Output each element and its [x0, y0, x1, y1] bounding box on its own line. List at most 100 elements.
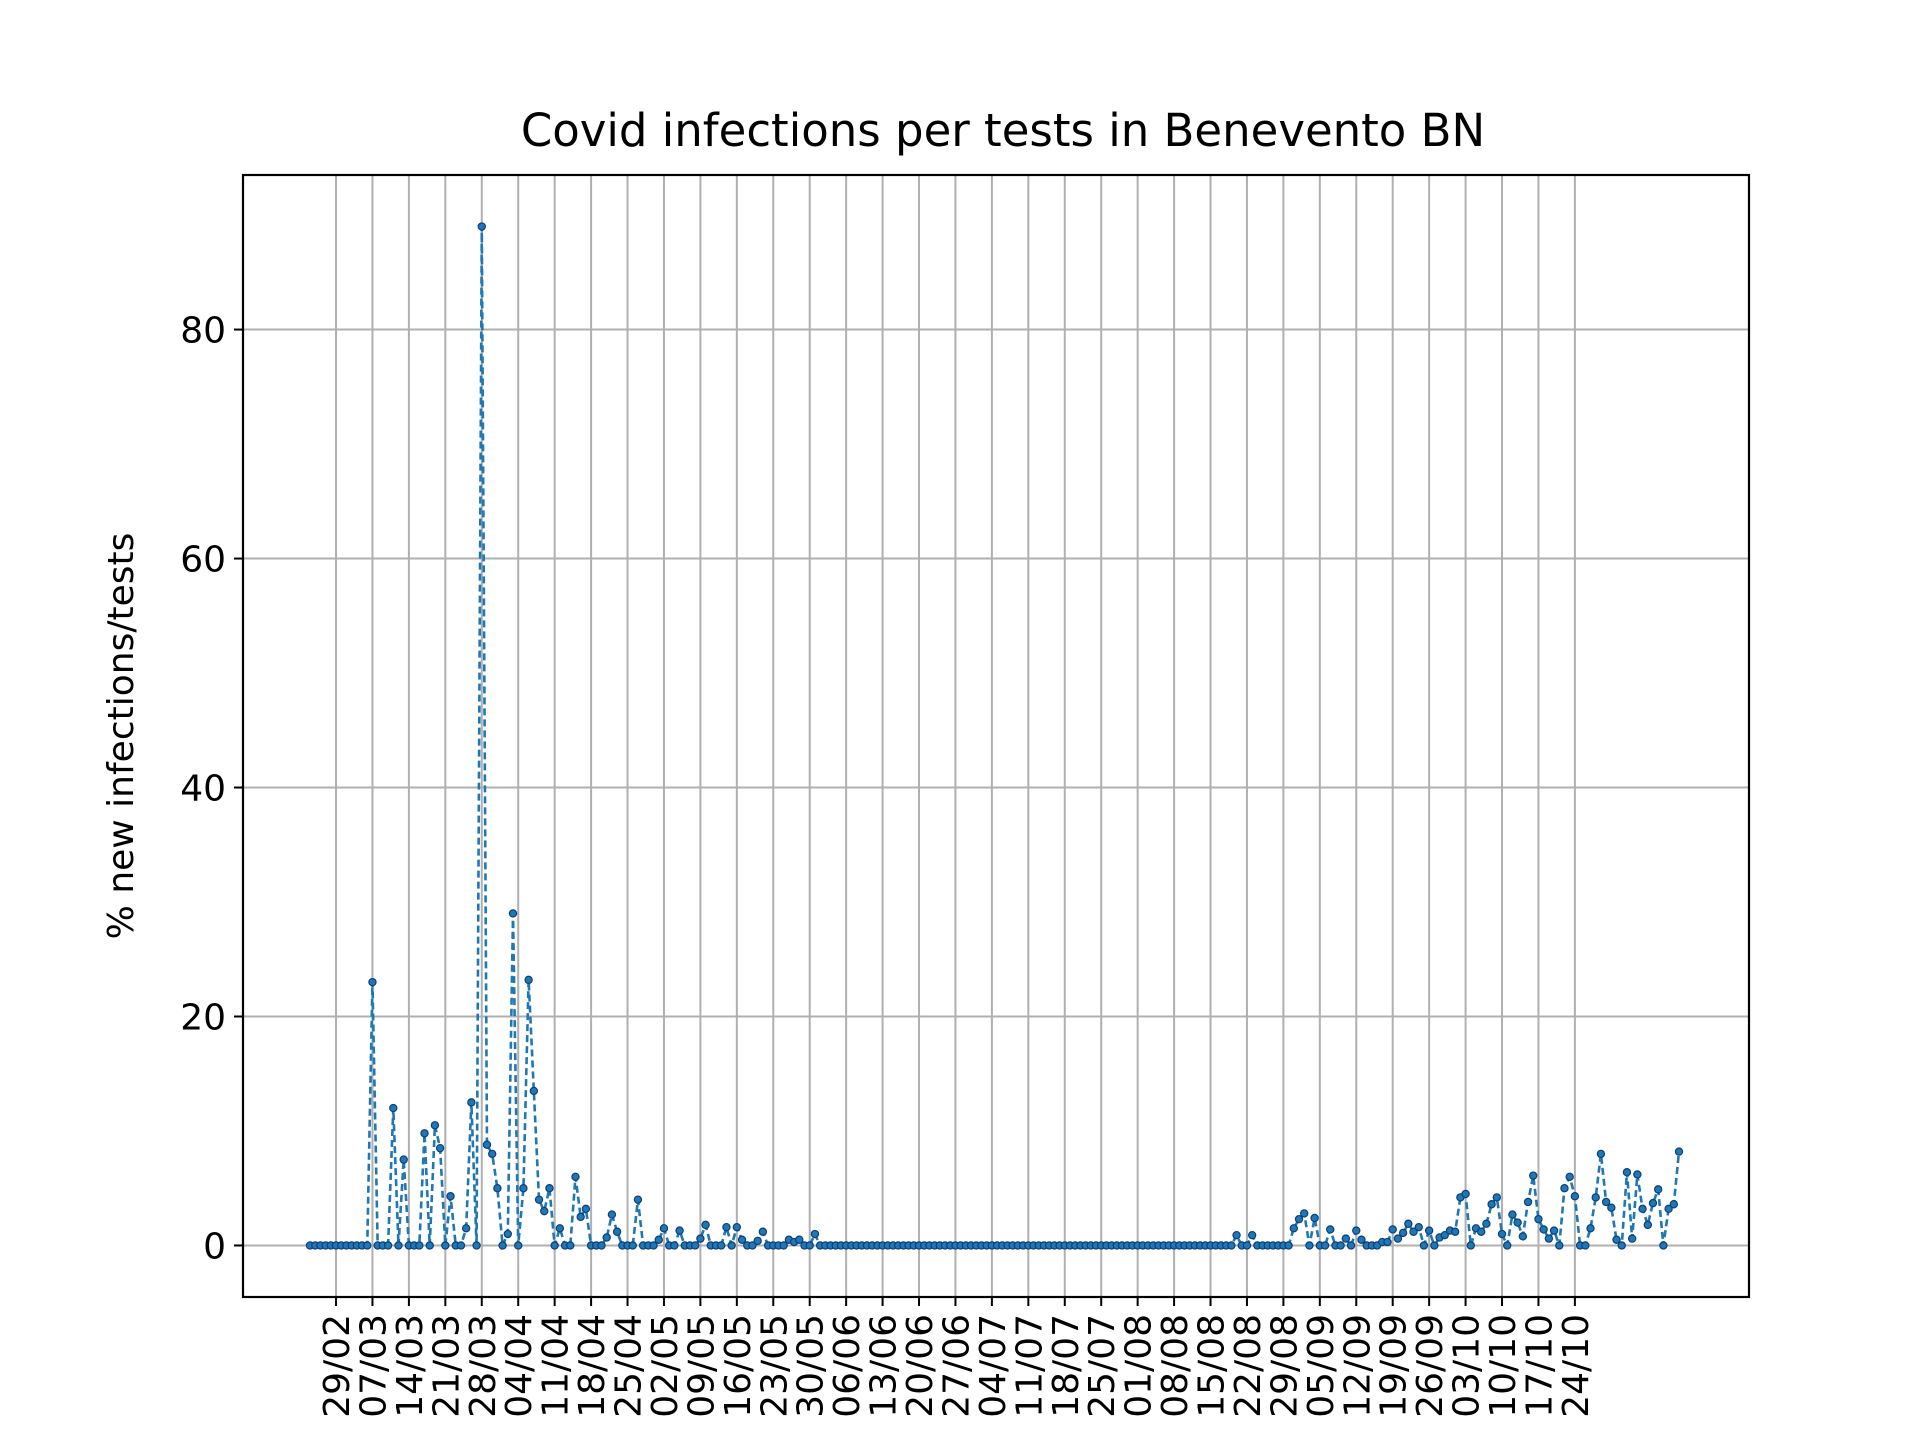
data-point: [1320, 1241, 1330, 1250]
data-point: [1539, 1225, 1548, 1234]
data-point: [425, 1241, 434, 1250]
data-point: [1305, 1241, 1314, 1250]
x-tick-label: 20/06: [900, 1314, 941, 1418]
x-tick-label: 29/02: [317, 1314, 358, 1418]
data-point: [779, 1241, 788, 1250]
data-point: [441, 1241, 450, 1250]
data-point: [1450, 1227, 1460, 1236]
x-tick-label: 23/05: [754, 1314, 795, 1418]
data-point: [1648, 1198, 1658, 1208]
data-point: [675, 1226, 684, 1235]
data-point: [1409, 1227, 1418, 1236]
x-tick-label: 09/05: [681, 1314, 722, 1418]
data-point: [1508, 1210, 1517, 1219]
data-point: [1414, 1222, 1423, 1232]
data-point: [555, 1224, 565, 1233]
data-point: [690, 1241, 700, 1250]
data-point: [659, 1224, 669, 1233]
data-point: [1653, 1185, 1663, 1194]
data-point: [1300, 1209, 1309, 1218]
data-point: [1487, 1200, 1496, 1209]
data-point: [628, 1241, 637, 1250]
data-point: [1581, 1241, 1590, 1250]
data-point: [633, 1195, 643, 1204]
data-point: [1601, 1197, 1611, 1207]
data-point: [467, 1098, 476, 1107]
data-point: [1591, 1193, 1600, 1202]
data-point: [1529, 1171, 1538, 1180]
x-tick-label: 03/10: [1447, 1314, 1488, 1418]
x-tick-label: 04/07: [973, 1314, 1014, 1418]
data-point: [1659, 1241, 1668, 1250]
data-point: [753, 1236, 762, 1246]
x-tick-label: 26/09: [1410, 1314, 1451, 1418]
data-point: [1341, 1234, 1351, 1243]
x-tick-label: 19/09: [1374, 1314, 1415, 1418]
x-tick-label: 06/06: [827, 1314, 868, 1418]
x-tick-label: 28/03: [463, 1314, 504, 1418]
data-point: [1393, 1234, 1403, 1243]
data-point: [1518, 1232, 1528, 1241]
data-point: [415, 1241, 424, 1250]
y-tick-label: 40: [180, 769, 226, 810]
x-tick-label: 11/07: [1009, 1314, 1050, 1418]
data-point: [649, 1241, 658, 1250]
y-axis: 0 20 40 60 80: [180, 311, 243, 1267]
x-tick-label: 04/04: [499, 1314, 540, 1418]
data-point: [461, 1224, 471, 1233]
data-point: [529, 1086, 539, 1096]
data-point: [456, 1241, 466, 1250]
data-point: [1674, 1147, 1684, 1156]
data-point: [1461, 1189, 1470, 1199]
x-tick-label: 25/04: [609, 1314, 650, 1418]
data-point: [1476, 1227, 1486, 1236]
data-point: [1294, 1214, 1304, 1224]
data-point: [545, 1184, 554, 1193]
data-point: [737, 1235, 747, 1244]
x-tick-label: 18/04: [572, 1314, 613, 1418]
data-point: [1617, 1241, 1626, 1250]
data-point: [1497, 1229, 1507, 1239]
data-point: [758, 1227, 768, 1236]
data-point: [1669, 1200, 1678, 1209]
data-point: [810, 1229, 820, 1239]
data-point: [1612, 1235, 1621, 1244]
data-point: [1555, 1241, 1564, 1250]
data-point: [717, 1241, 726, 1250]
x-tick-label: 27/06: [936, 1314, 977, 1418]
data-point: [1596, 1149, 1606, 1159]
data-point: [576, 1212, 585, 1222]
data-point: [1503, 1241, 1512, 1250]
data-point: [1560, 1184, 1569, 1193]
data-point: [1440, 1230, 1449, 1240]
data-point: [1664, 1204, 1673, 1214]
x-tick-label: 05/09: [1301, 1314, 1342, 1418]
data-point: [1419, 1241, 1429, 1250]
y-tick-label: 60: [180, 540, 226, 581]
data-point: [1310, 1213, 1319, 1223]
data-point: [732, 1222, 742, 1232]
x-tick-label: 17/10: [1519, 1314, 1560, 1418]
data-point: [1326, 1225, 1335, 1234]
data-point: [508, 909, 518, 918]
data-point: [1627, 1234, 1637, 1243]
x-tick-label: 24/10: [1556, 1314, 1597, 1418]
data-point: [1289, 1224, 1299, 1233]
data-point: [597, 1241, 606, 1250]
data-point: [1482, 1219, 1491, 1228]
x-tick-label: 30/05: [791, 1314, 832, 1418]
data-point: [540, 1206, 549, 1216]
data-point: [1513, 1218, 1522, 1227]
data-point: [1622, 1168, 1632, 1177]
x-tick-label: 14/03: [390, 1314, 431, 1418]
data-point: [1247, 1230, 1257, 1240]
data-point: [519, 1184, 528, 1193]
data-point: [1352, 1226, 1361, 1235]
data-point: [1424, 1226, 1434, 1235]
data-point: [1284, 1241, 1293, 1250]
x-tick-label: 15/08: [1192, 1314, 1233, 1418]
x-tick-label: 22/08: [1228, 1314, 1269, 1418]
data-point: [1242, 1241, 1252, 1250]
data-point: [805, 1241, 814, 1250]
